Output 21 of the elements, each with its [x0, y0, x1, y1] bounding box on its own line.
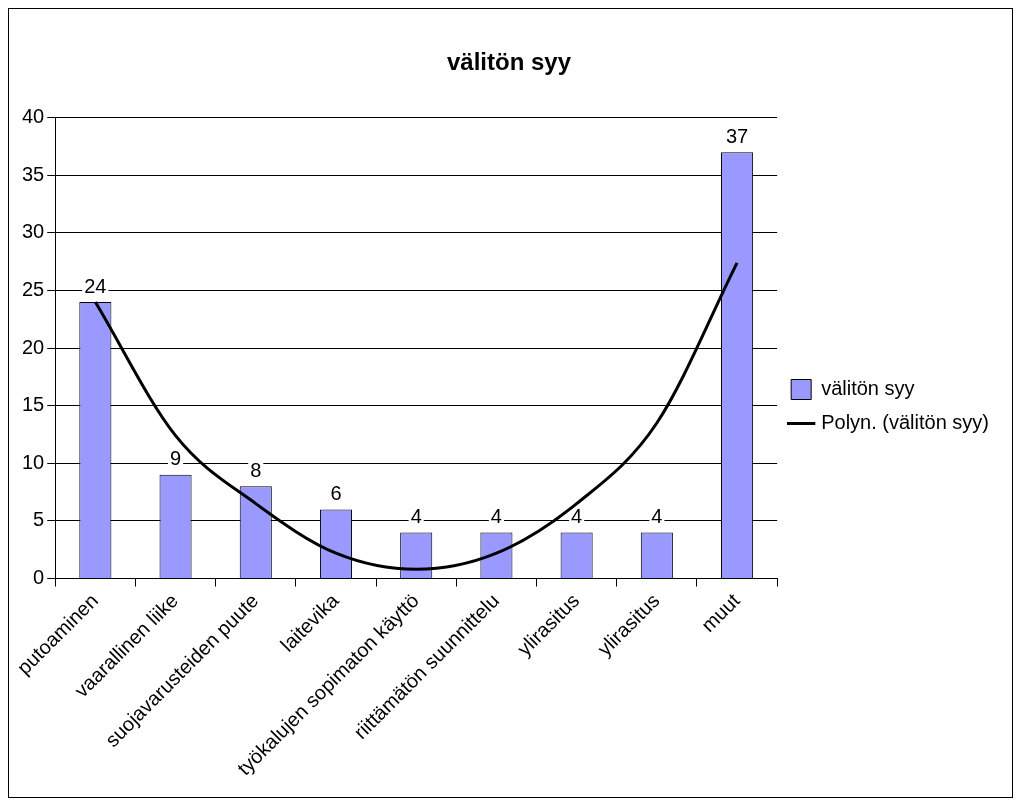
y-tick-label: 15 [22, 393, 45, 416]
data-label: 8 [250, 458, 262, 481]
y-tick-label: 25 [22, 278, 45, 301]
data-label: 4 [410, 504, 422, 527]
data-label: 4 [651, 504, 663, 527]
y-tick-label: 35 [22, 162, 45, 185]
data-label: 9 [170, 447, 182, 470]
data-label: 24 [84, 274, 107, 297]
data-label: 4 [571, 504, 583, 527]
data-label: 37 [725, 124, 749, 147]
y-tick-label: 30 [22, 220, 45, 243]
y-tick-label: 5 [33, 508, 45, 531]
data-label: 6 [330, 481, 342, 504]
chart-title: välitön syy [446, 48, 572, 76]
legend-label: välitön syy [821, 377, 915, 400]
data-label: 4 [490, 504, 502, 527]
y-tick-label: 20 [22, 335, 45, 358]
y-tick-label: 0 [33, 566, 45, 589]
y-tick-label: 10 [22, 450, 45, 473]
legend-label: Polyn. (välitön syy) [821, 411, 990, 434]
y-tick-label: 40 [22, 105, 45, 128]
